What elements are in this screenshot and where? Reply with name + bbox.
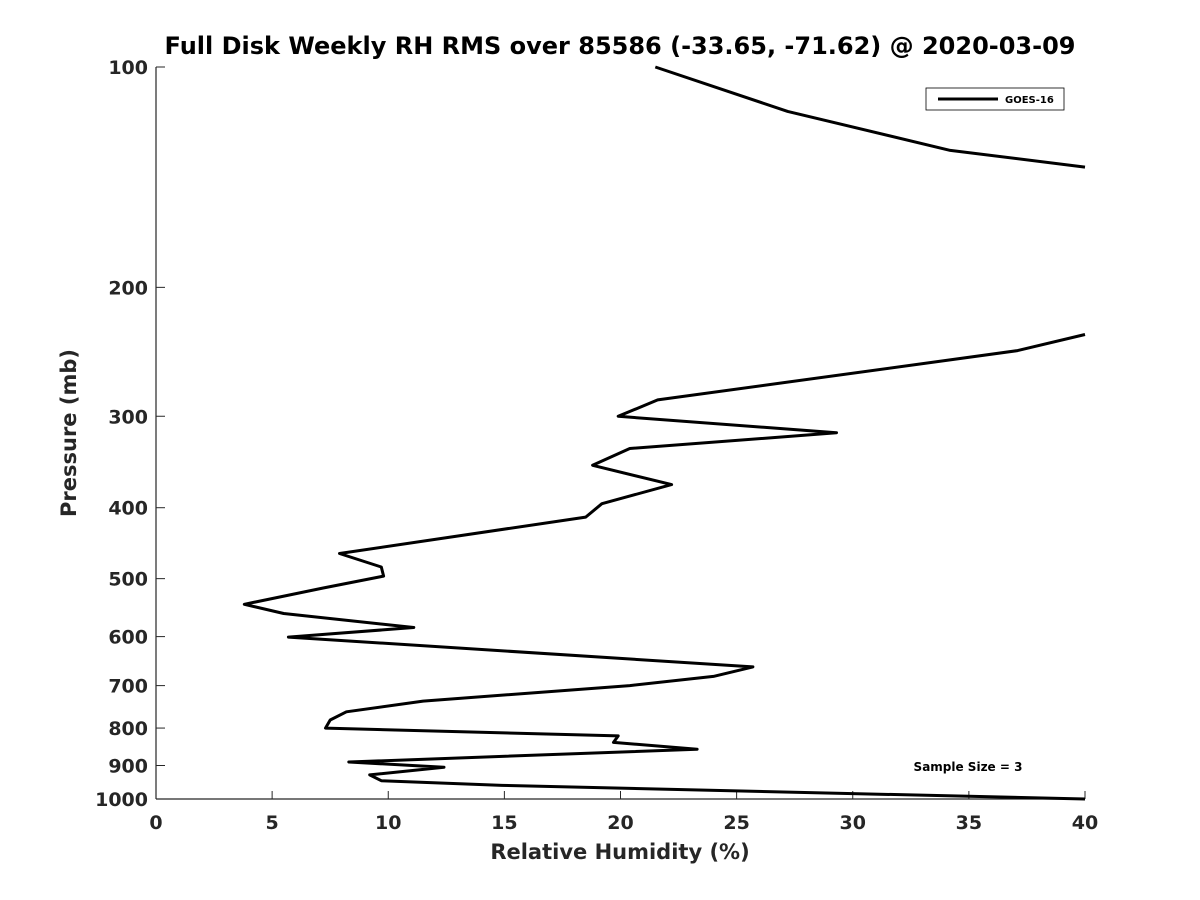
y-axis-label: Pressure (mb)	[57, 349, 81, 517]
chart-title: Full Disk Weekly RH RMS over 85586 (-33.…	[165, 32, 1076, 60]
y-tick-label: 1000	[95, 789, 148, 811]
y-axis: 100 200 300 400 500 600 700 800 900 1000	[95, 57, 165, 811]
y-tick-label: 200	[108, 277, 148, 299]
x-axis-label: Relative Humidity (%)	[490, 840, 749, 864]
legend: GOES-16	[925, 87, 1065, 111]
x-tick-label: 5	[266, 812, 279, 834]
y-tick-label: 100	[108, 57, 148, 79]
legend-label: GOES-16	[1005, 95, 1054, 106]
y-tick-label: 800	[108, 718, 148, 740]
series-layer	[242, 65, 1086, 801]
x-tick-label: 40	[1072, 812, 1098, 834]
sample-size-annotation: Sample Size = 3	[914, 760, 1023, 774]
y-tick-label: 900	[108, 756, 148, 778]
x-tick-label: 0	[149, 812, 162, 834]
y-tick-label: 400	[108, 498, 148, 520]
x-tick-label: 30	[840, 812, 866, 834]
x-tick-label: 15	[491, 812, 517, 834]
y-tick-label: 300	[108, 406, 148, 428]
x-tick-label: 20	[607, 812, 633, 834]
y-tick-label: 500	[108, 569, 148, 591]
x-tick-label: 25	[723, 812, 749, 834]
plot-area	[156, 67, 1085, 799]
x-tick-label: 10	[375, 812, 401, 834]
series-line-goes-16	[242, 65, 1086, 801]
y-tick-label: 600	[108, 627, 148, 649]
y-tick-label: 700	[108, 676, 148, 698]
x-tick-label: 35	[956, 812, 982, 834]
x-axis: 0 5 10 15 20 25 30 35 40	[149, 791, 1098, 834]
